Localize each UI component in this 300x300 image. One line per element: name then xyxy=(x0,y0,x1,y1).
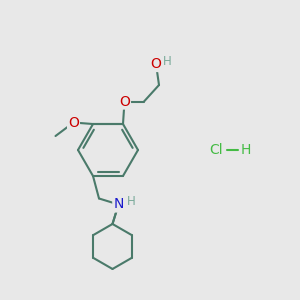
Text: H: H xyxy=(241,143,251,157)
Text: Cl: Cl xyxy=(209,143,223,157)
Text: O: O xyxy=(68,116,79,130)
Text: N: N xyxy=(113,197,124,212)
Text: O: O xyxy=(151,57,161,71)
Text: H: H xyxy=(127,195,136,208)
Text: O: O xyxy=(119,94,130,109)
Text: H: H xyxy=(163,55,172,68)
